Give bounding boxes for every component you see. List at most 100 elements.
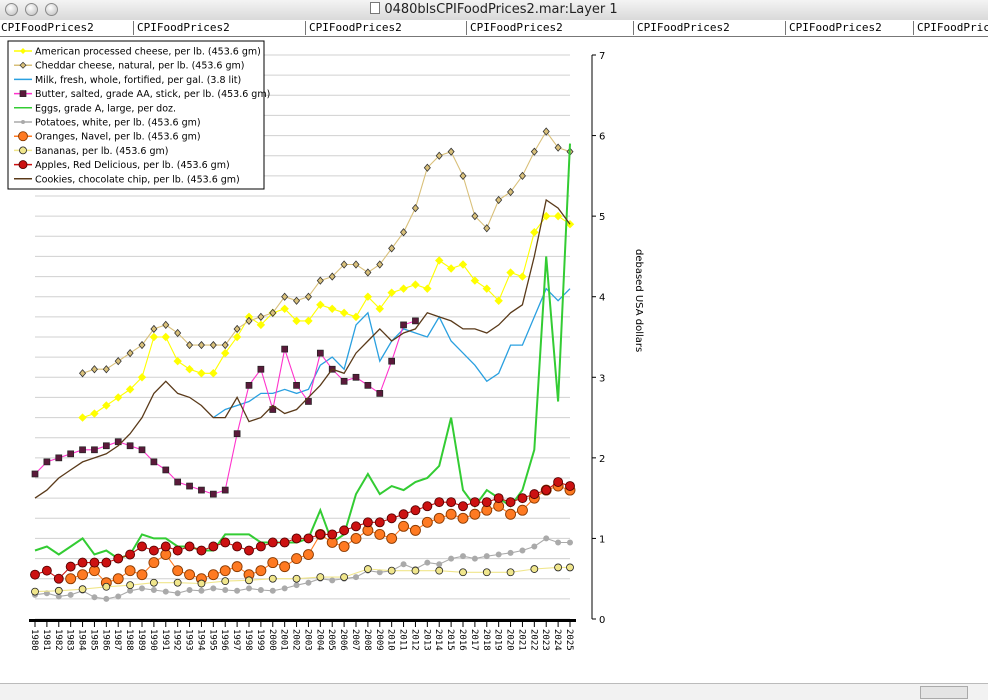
legend-entry: Butter, salted, grade AA, stick, per lb.… [14, 89, 270, 100]
x-tick-label: 2004 [314, 629, 324, 651]
data-point [364, 381, 372, 389]
data-point [316, 349, 324, 357]
legend-box [7, 40, 265, 190]
tab-cpifoodprices2-7[interactable]: CPIFoodPrices2 [913, 21, 988, 35]
data-point [482, 284, 491, 293]
series-5 [32, 535, 573, 602]
x-tick-label: 1999 [255, 629, 265, 651]
data-point [447, 147, 455, 156]
data-point [281, 345, 289, 353]
data-point [77, 569, 89, 581]
data-point [53, 573, 64, 584]
x-tick-label: 1981 [41, 629, 51, 651]
layer-tab-bar: CPIFoodPrices2 CPIFoodPrices2 CPIFoodPri… [0, 20, 988, 37]
x-tick-label: 2021 [516, 629, 526, 651]
x-tick-label: 1991 [160, 629, 170, 651]
data-point [269, 308, 277, 317]
data-point [255, 541, 266, 552]
data-point [184, 541, 195, 552]
data-point [553, 477, 564, 487]
legend-entry: Oranges, Navel, per lb. (453.6 gm) [14, 131, 201, 143]
x-tick-label: 2007 [350, 629, 360, 651]
status-bar [0, 683, 988, 700]
data-point [220, 537, 231, 548]
data-point [148, 557, 160, 569]
data-point [457, 512, 469, 524]
data-point [340, 260, 348, 269]
legend-marker [19, 61, 27, 69]
legend-entry: Apples, Red Delicious, per lb. (453.6 gm… [14, 160, 230, 171]
data-point [256, 320, 266, 330]
y-tick-label: 3 [599, 373, 605, 384]
series-9 [34, 198, 571, 499]
x-tick-label: 1983 [65, 629, 75, 651]
data-point [78, 585, 87, 594]
data-point [234, 587, 241, 594]
data-point [530, 147, 538, 156]
data-point [423, 284, 432, 293]
tab-cpifoodprices2-5[interactable]: CPIFoodPrices2 [633, 21, 730, 35]
series-line [34, 537, 570, 600]
data-point [388, 244, 396, 253]
data-point [209, 369, 218, 378]
x-tick-label: 1989 [136, 629, 146, 651]
data-point [148, 545, 159, 556]
data-point [174, 328, 182, 338]
legend-label: Oranges, Navel, per lb. (453.6 gm) [35, 132, 201, 143]
data-point [411, 566, 420, 575]
x-tick-label: 1980 [29, 629, 39, 651]
data-point [529, 489, 540, 500]
data-point [55, 454, 63, 462]
data-point [67, 450, 75, 458]
data-point [102, 401, 111, 410]
minimize-window-button[interactable] [25, 3, 38, 16]
data-point [400, 321, 407, 329]
data-point [161, 332, 170, 342]
legend-label: Bananas, per lb. (453.6 gm) [35, 146, 168, 157]
data-point [208, 541, 219, 552]
legend-marker [19, 146, 27, 155]
data-point [174, 590, 181, 597]
y-tick-label: 0 [599, 615, 605, 626]
data-point [493, 493, 504, 504]
legend-entry: Eggs, grade A, large, per doz. [14, 103, 176, 114]
data-point [315, 529, 326, 540]
data-point [172, 545, 183, 556]
window-title-area: 0480blsCPIFoodPrices2.mar:Layer 1 [0, 2, 988, 17]
data-point [399, 284, 408, 293]
data-point [458, 501, 468, 512]
data-point [421, 516, 433, 528]
resize-grip[interactable] [920, 686, 968, 699]
zoom-window-button[interactable] [45, 3, 58, 16]
x-tick-label: 2016 [457, 629, 467, 651]
data-point [268, 574, 277, 583]
data-point [209, 340, 217, 350]
data-point [350, 532, 362, 544]
data-point [481, 497, 492, 508]
x-tick-label: 1997 [231, 629, 241, 651]
data-point [137, 541, 147, 552]
data-point [54, 586, 63, 595]
tab-cpifoodprices2-4[interactable]: CPIFoodPrices2 [466, 21, 563, 35]
data-point [375, 304, 384, 314]
x-tick-label: 2002 [291, 629, 301, 651]
tab-cpifoodprices2-1[interactable]: CPIFoodPrices2 [1, 21, 94, 34]
close-window-button[interactable] [5, 3, 18, 16]
tab-cpifoodprices2-6[interactable]: CPIFoodPrices2 [785, 21, 882, 35]
legend-label: American processed cheese, per lb. (453.… [35, 47, 261, 58]
data-point [102, 365, 110, 374]
data-point [459, 568, 467, 577]
y-tick-label: 4 [599, 293, 605, 304]
x-tick-label: 1992 [172, 629, 182, 651]
data-point [459, 171, 467, 180]
data-point [126, 348, 134, 358]
legend-label: Butter, salted, grade AA, stick, per lb.… [35, 89, 270, 100]
tab-cpifoodprices2-2[interactable]: CPIFoodPrices2 [133, 21, 230, 35]
legend-entry: Bananas, per lb. (453.6 gm) [14, 146, 168, 157]
data-point [410, 505, 421, 516]
legend-label: Cheddar cheese, natural, per lb. (453.6 … [35, 61, 245, 72]
data-point [138, 446, 146, 454]
tab-cpifoodprices2-3[interactable]: CPIFoodPrices2 [305, 21, 402, 35]
y-tick-label: 6 [599, 132, 605, 143]
x-tick-label: 1988 [124, 629, 134, 651]
